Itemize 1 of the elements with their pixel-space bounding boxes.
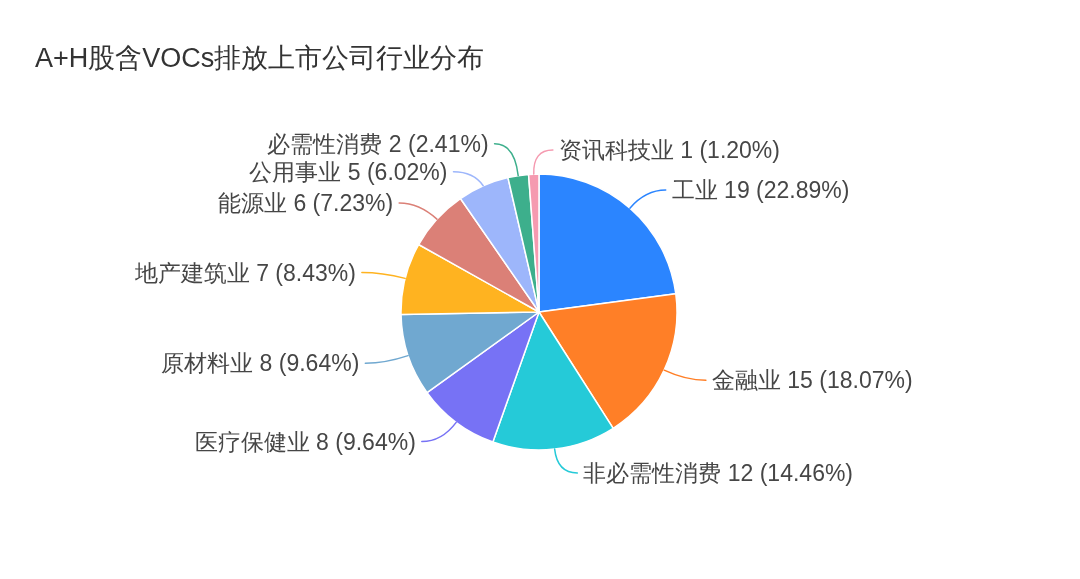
chart-title: A+H股含VOCs排放上市公司行业分布 [35,43,485,73]
